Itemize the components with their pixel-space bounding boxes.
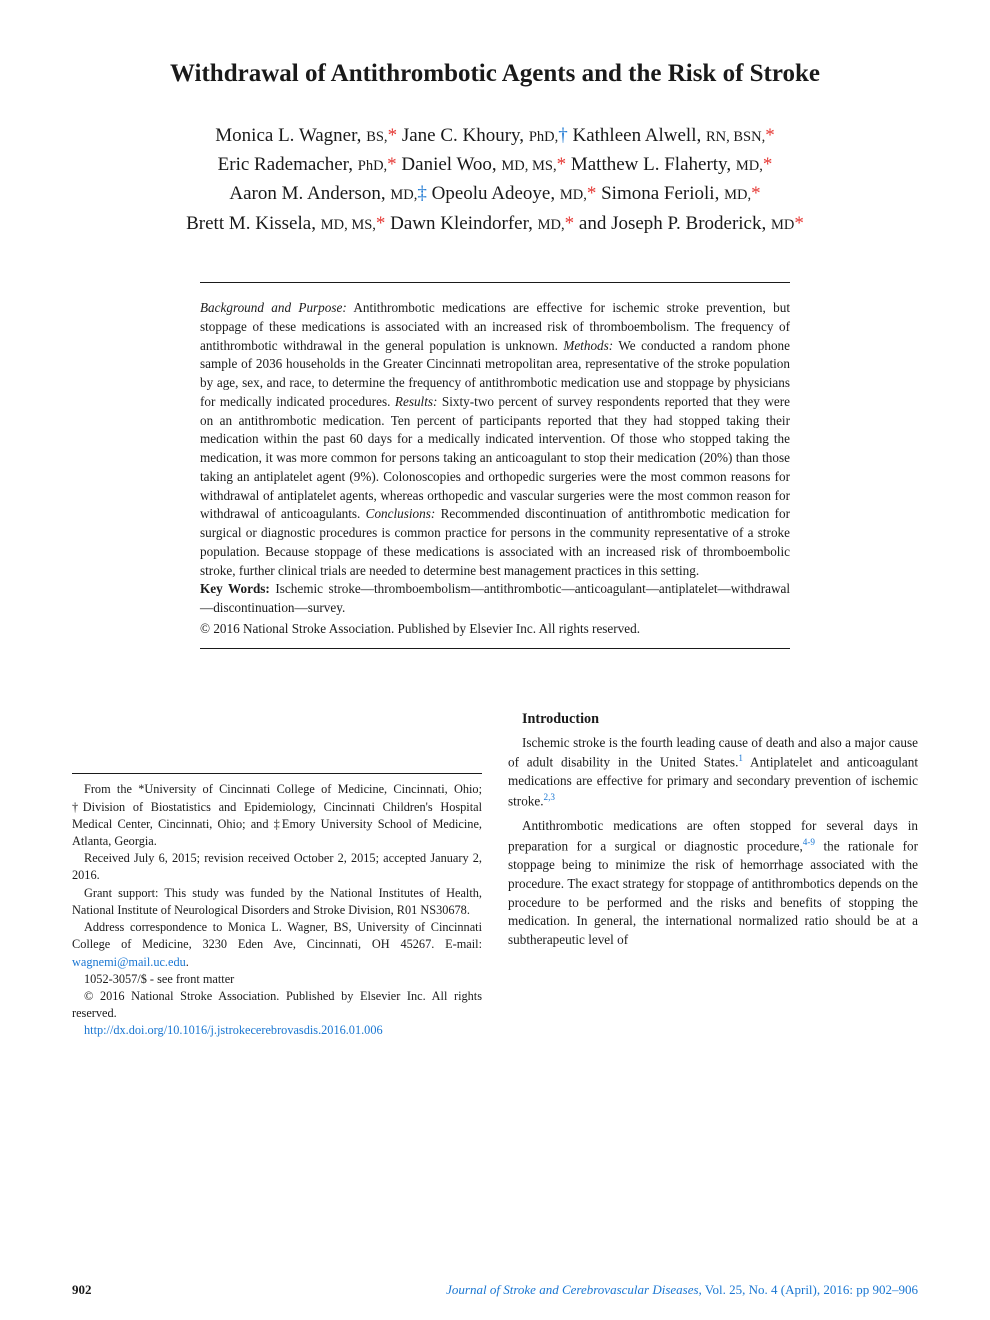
footnote-issn: 1052-3057/$ - see front matter [72, 971, 482, 988]
keywords-text: Ischemic stroke—thromboembolism—antithro… [200, 581, 790, 615]
author-degree: MD, [560, 187, 587, 203]
author-degree: MD, [736, 158, 763, 174]
affiliation-marker: * [751, 183, 761, 204]
abstract-copyright: © 2016 National Stroke Association. Publ… [200, 620, 790, 639]
affiliation-marker: * [794, 213, 804, 234]
author: Kathleen Alwell, [572, 125, 706, 146]
results-text: Sixty-two percent of survey respondents … [200, 394, 790, 521]
author-degree: PhD, [358, 158, 387, 174]
footnote-affiliations: From the *University of Cincinnati Colle… [72, 781, 482, 850]
author: Monica L. Wagner, [215, 125, 366, 146]
article-title: Withdrawal of Antithrombotic Agents and … [72, 58, 918, 91]
author-block: Monica L. Wagner, BS,* Jane C. Khoury, P… [72, 121, 918, 239]
left-column: From the *University of Cincinnati Colle… [72, 709, 482, 1039]
author: Opeolu Adeoye, [432, 183, 560, 204]
address-text: Address correspondence to Monica L. Wagn… [72, 920, 482, 951]
affiliation-marker: * [557, 154, 567, 175]
author-degree: MD, [390, 187, 417, 203]
author: Dawn Kleindorfer, [390, 213, 538, 234]
affiliation-marker: † [558, 125, 568, 146]
journal-vol: Vol. 25, No. 4 (April), 2016: pp 902–906 [702, 1282, 918, 1297]
footnote-block: From the *University of Cincinnati Colle… [72, 773, 482, 1039]
p2-text-b: the rationale for stoppage being to mini… [508, 838, 918, 947]
abstract-rule-bottom [200, 648, 790, 649]
affiliation-marker: * [587, 183, 597, 204]
body-columns: From the *University of Cincinnati Colle… [72, 709, 918, 1039]
author-degree: MD, MS, [321, 217, 376, 233]
author: Matthew L. Flaherty, [571, 154, 736, 175]
author: Simona Ferioli, [601, 183, 724, 204]
author-degree: MD, [724, 187, 751, 203]
correspondence-email[interactable]: wagnemi@mail.uc.edu [72, 955, 186, 969]
footnote-received: Received July 6, 2015; revision received… [72, 850, 482, 884]
affiliation-marker: * [565, 213, 575, 234]
author-degree: MD, MS, [501, 158, 556, 174]
right-column: Introduction Ischemic stroke is the four… [508, 709, 918, 1039]
doi-link[interactable]: http://dx.doi.org/10.1016/j.jstrokecereb… [84, 1023, 383, 1037]
author: Eric Rademacher, [218, 154, 358, 175]
author-degree: MD [771, 217, 794, 233]
author: and Joseph P. Broderick, [579, 213, 771, 234]
citation-2-3[interactable]: 2,3 [544, 792, 555, 802]
footnote-address: Address correspondence to Monica L. Wagn… [72, 919, 482, 971]
author: Brett M. Kissela, [186, 213, 321, 234]
intro-paragraph-1: Ischemic stroke is the fourth leading ca… [508, 734, 918, 812]
author-degree: MD, [538, 217, 565, 233]
author-degree: RN, BSN, [706, 129, 765, 145]
author-degree: BS, [366, 129, 387, 145]
author: Daniel Woo, [401, 154, 501, 175]
citation-4-9[interactable]: 4-9 [803, 837, 815, 847]
journal-citation: Journal of Stroke and Cerebrovascular Di… [446, 1282, 918, 1298]
affiliation-marker: * [388, 125, 398, 146]
abstract-container: Background and Purpose: Antithrombotic m… [200, 282, 790, 649]
email-period: . [186, 955, 189, 969]
intro-paragraph-2: Antithrombotic medications are often sto… [508, 817, 918, 950]
author: Jane C. Khoury, [402, 125, 529, 146]
affiliation-marker: * [765, 125, 775, 146]
abstract-text: Background and Purpose: Antithrombotic m… [200, 283, 790, 648]
author: Aaron M. Anderson, [229, 183, 390, 204]
footnote-grant: Grant support: This study was funded by … [72, 885, 482, 919]
footnote-rights: © 2016 National Stroke Association. Publ… [72, 988, 482, 1022]
journal-name: Journal of Stroke and Cerebrovascular Di… [446, 1282, 702, 1297]
results-label: Results: [395, 394, 438, 409]
page-number: 902 [72, 1282, 92, 1298]
affiliation-marker: ‡ [417, 183, 427, 204]
affiliation-marker: * [387, 154, 397, 175]
background-label: Background and Purpose: [200, 300, 347, 315]
keywords-label: Key Words: [200, 581, 270, 596]
affiliation-marker: * [376, 213, 386, 234]
introduction-heading: Introduction [508, 709, 918, 729]
affiliation-marker: * [763, 154, 773, 175]
author-degree: PhD, [529, 129, 558, 145]
methods-label: Methods: [563, 338, 613, 353]
conclusions-label: Conclusions: [366, 506, 436, 521]
page-footer: 902 Journal of Stroke and Cerebrovascula… [72, 1282, 918, 1298]
